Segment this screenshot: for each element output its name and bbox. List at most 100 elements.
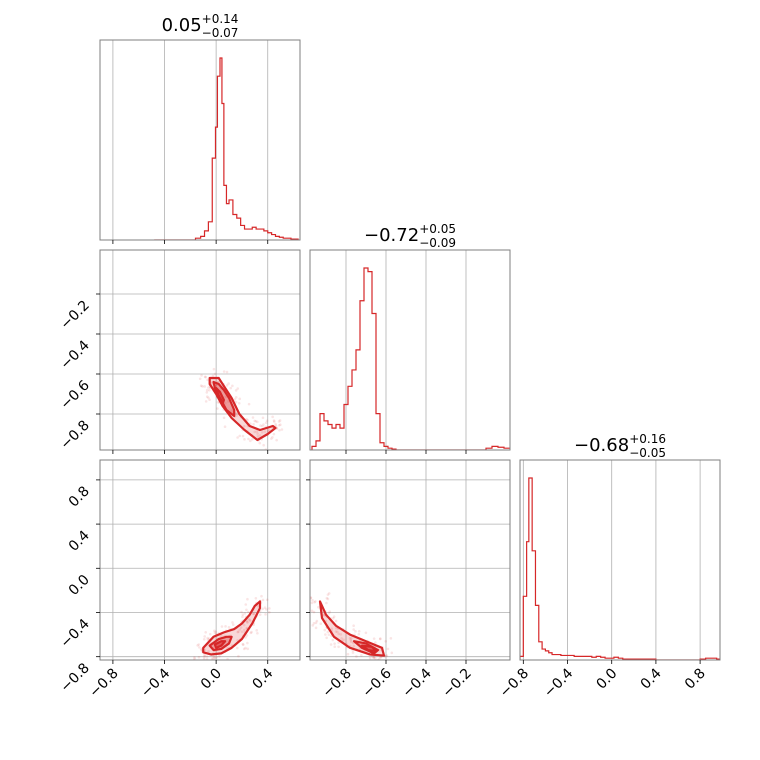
scatter-point (272, 420, 276, 423)
x-tick-label: −0.4 (541, 665, 576, 700)
scatter-point (205, 391, 209, 394)
scatter-point (241, 434, 245, 438)
y-tick-label: −0.8 (57, 418, 92, 453)
scatter-point (208, 632, 212, 636)
scatter-point (207, 396, 210, 400)
x-tick-label: −0.8 (319, 666, 354, 701)
scatter-point (346, 652, 350, 656)
scatter-point (386, 660, 389, 663)
scatter-point (337, 632, 341, 636)
scatter-point (249, 439, 252, 443)
scatter-point (310, 609, 314, 613)
scatter-point (236, 436, 239, 439)
scatter-point (199, 648, 203, 651)
scatter-point (376, 660, 379, 663)
scatter-point (225, 370, 229, 374)
scatter-point (200, 374, 203, 377)
x-tick-label: −0.2 (439, 666, 474, 701)
scatter-point (315, 619, 319, 623)
panel-2-2: −0.8 −0.4 0.0 0.4 0.8 (497, 459, 721, 701)
scatter-point (247, 437, 250, 441)
scatter-point (340, 637, 343, 640)
scatter-point (326, 630, 330, 634)
scatter-point (323, 628, 327, 632)
scatter-point (352, 624, 355, 628)
scatter-point (280, 428, 284, 431)
scatter-point (272, 432, 276, 436)
panel-1-1 (309, 249, 511, 454)
scatter-point (254, 419, 258, 423)
scatter-point (204, 631, 208, 634)
scatter-point (207, 386, 210, 389)
scatter-point (216, 407, 219, 410)
scatter-point (248, 618, 251, 622)
scatter-point (203, 653, 206, 657)
scatter-point (337, 641, 340, 644)
scatter-point (386, 647, 390, 651)
histogram-0 (154, 57, 299, 240)
scatter-point (355, 655, 358, 658)
scatter-point (261, 424, 264, 428)
scatter-point (247, 610, 250, 614)
scatter-point (327, 592, 331, 595)
scatter-point (311, 624, 315, 627)
scatter-point (213, 656, 217, 660)
y-tick-label: −0.4 (57, 616, 92, 651)
scatter-point (245, 621, 249, 624)
scatter-point (249, 631, 253, 635)
scatter-point (264, 421, 268, 425)
scatter-point (219, 634, 223, 638)
scatter-point (203, 635, 207, 638)
x-tick-label: 0.0 (593, 666, 620, 693)
scatter-point (328, 610, 332, 613)
scatter-point (231, 384, 234, 388)
scatter-point (255, 629, 258, 632)
scatter-point (251, 437, 254, 441)
y-tick-label: 0.0 (66, 572, 93, 599)
scatter-point (252, 422, 255, 426)
scatter-point (274, 422, 277, 426)
scatter-point (240, 630, 244, 633)
scatter-point (279, 423, 282, 427)
scatter-point (226, 657, 229, 660)
scatter-point (196, 644, 199, 647)
scatter-point (222, 370, 226, 373)
contour-level-2 (213, 640, 227, 649)
scatter-point (310, 596, 313, 599)
scatter-point (237, 654, 240, 658)
scatter-point (204, 375, 207, 379)
scatter-point (389, 660, 392, 663)
scatter-point (213, 629, 216, 633)
scatter-point (390, 651, 394, 655)
scatter-point (278, 428, 281, 432)
scatter-point (241, 642, 245, 646)
scatter-point (319, 622, 323, 626)
scatter-point (360, 654, 363, 657)
scatter-point (313, 600, 316, 604)
panel-frame (99, 39, 301, 241)
scatter-point (336, 630, 339, 634)
scatter-point (234, 396, 238, 399)
scatter-point (349, 640, 353, 643)
scatter-point (246, 641, 249, 645)
scatter-point (246, 418, 249, 422)
scatter-point (250, 630, 253, 634)
scatter-point (331, 638, 335, 642)
scatter-point (204, 400, 208, 403)
scatter-point (213, 631, 217, 635)
y-tick-label: −0.2 (57, 298, 92, 333)
title-minus-0: −0.07 (202, 26, 239, 40)
scatter-point (231, 623, 235, 626)
scatter-point (227, 382, 230, 385)
scatter-point (208, 388, 211, 392)
scatter-point (350, 636, 353, 640)
scatter-point (206, 638, 210, 641)
scatter-point (198, 660, 201, 663)
scatter-point (197, 655, 201, 659)
scatter-point (254, 596, 258, 600)
y-tick-label: 0.8 (66, 483, 93, 510)
scatter-point (234, 389, 238, 392)
scatter-point (230, 409, 234, 412)
scatter-point (368, 656, 372, 660)
scatter-point (261, 607, 264, 611)
